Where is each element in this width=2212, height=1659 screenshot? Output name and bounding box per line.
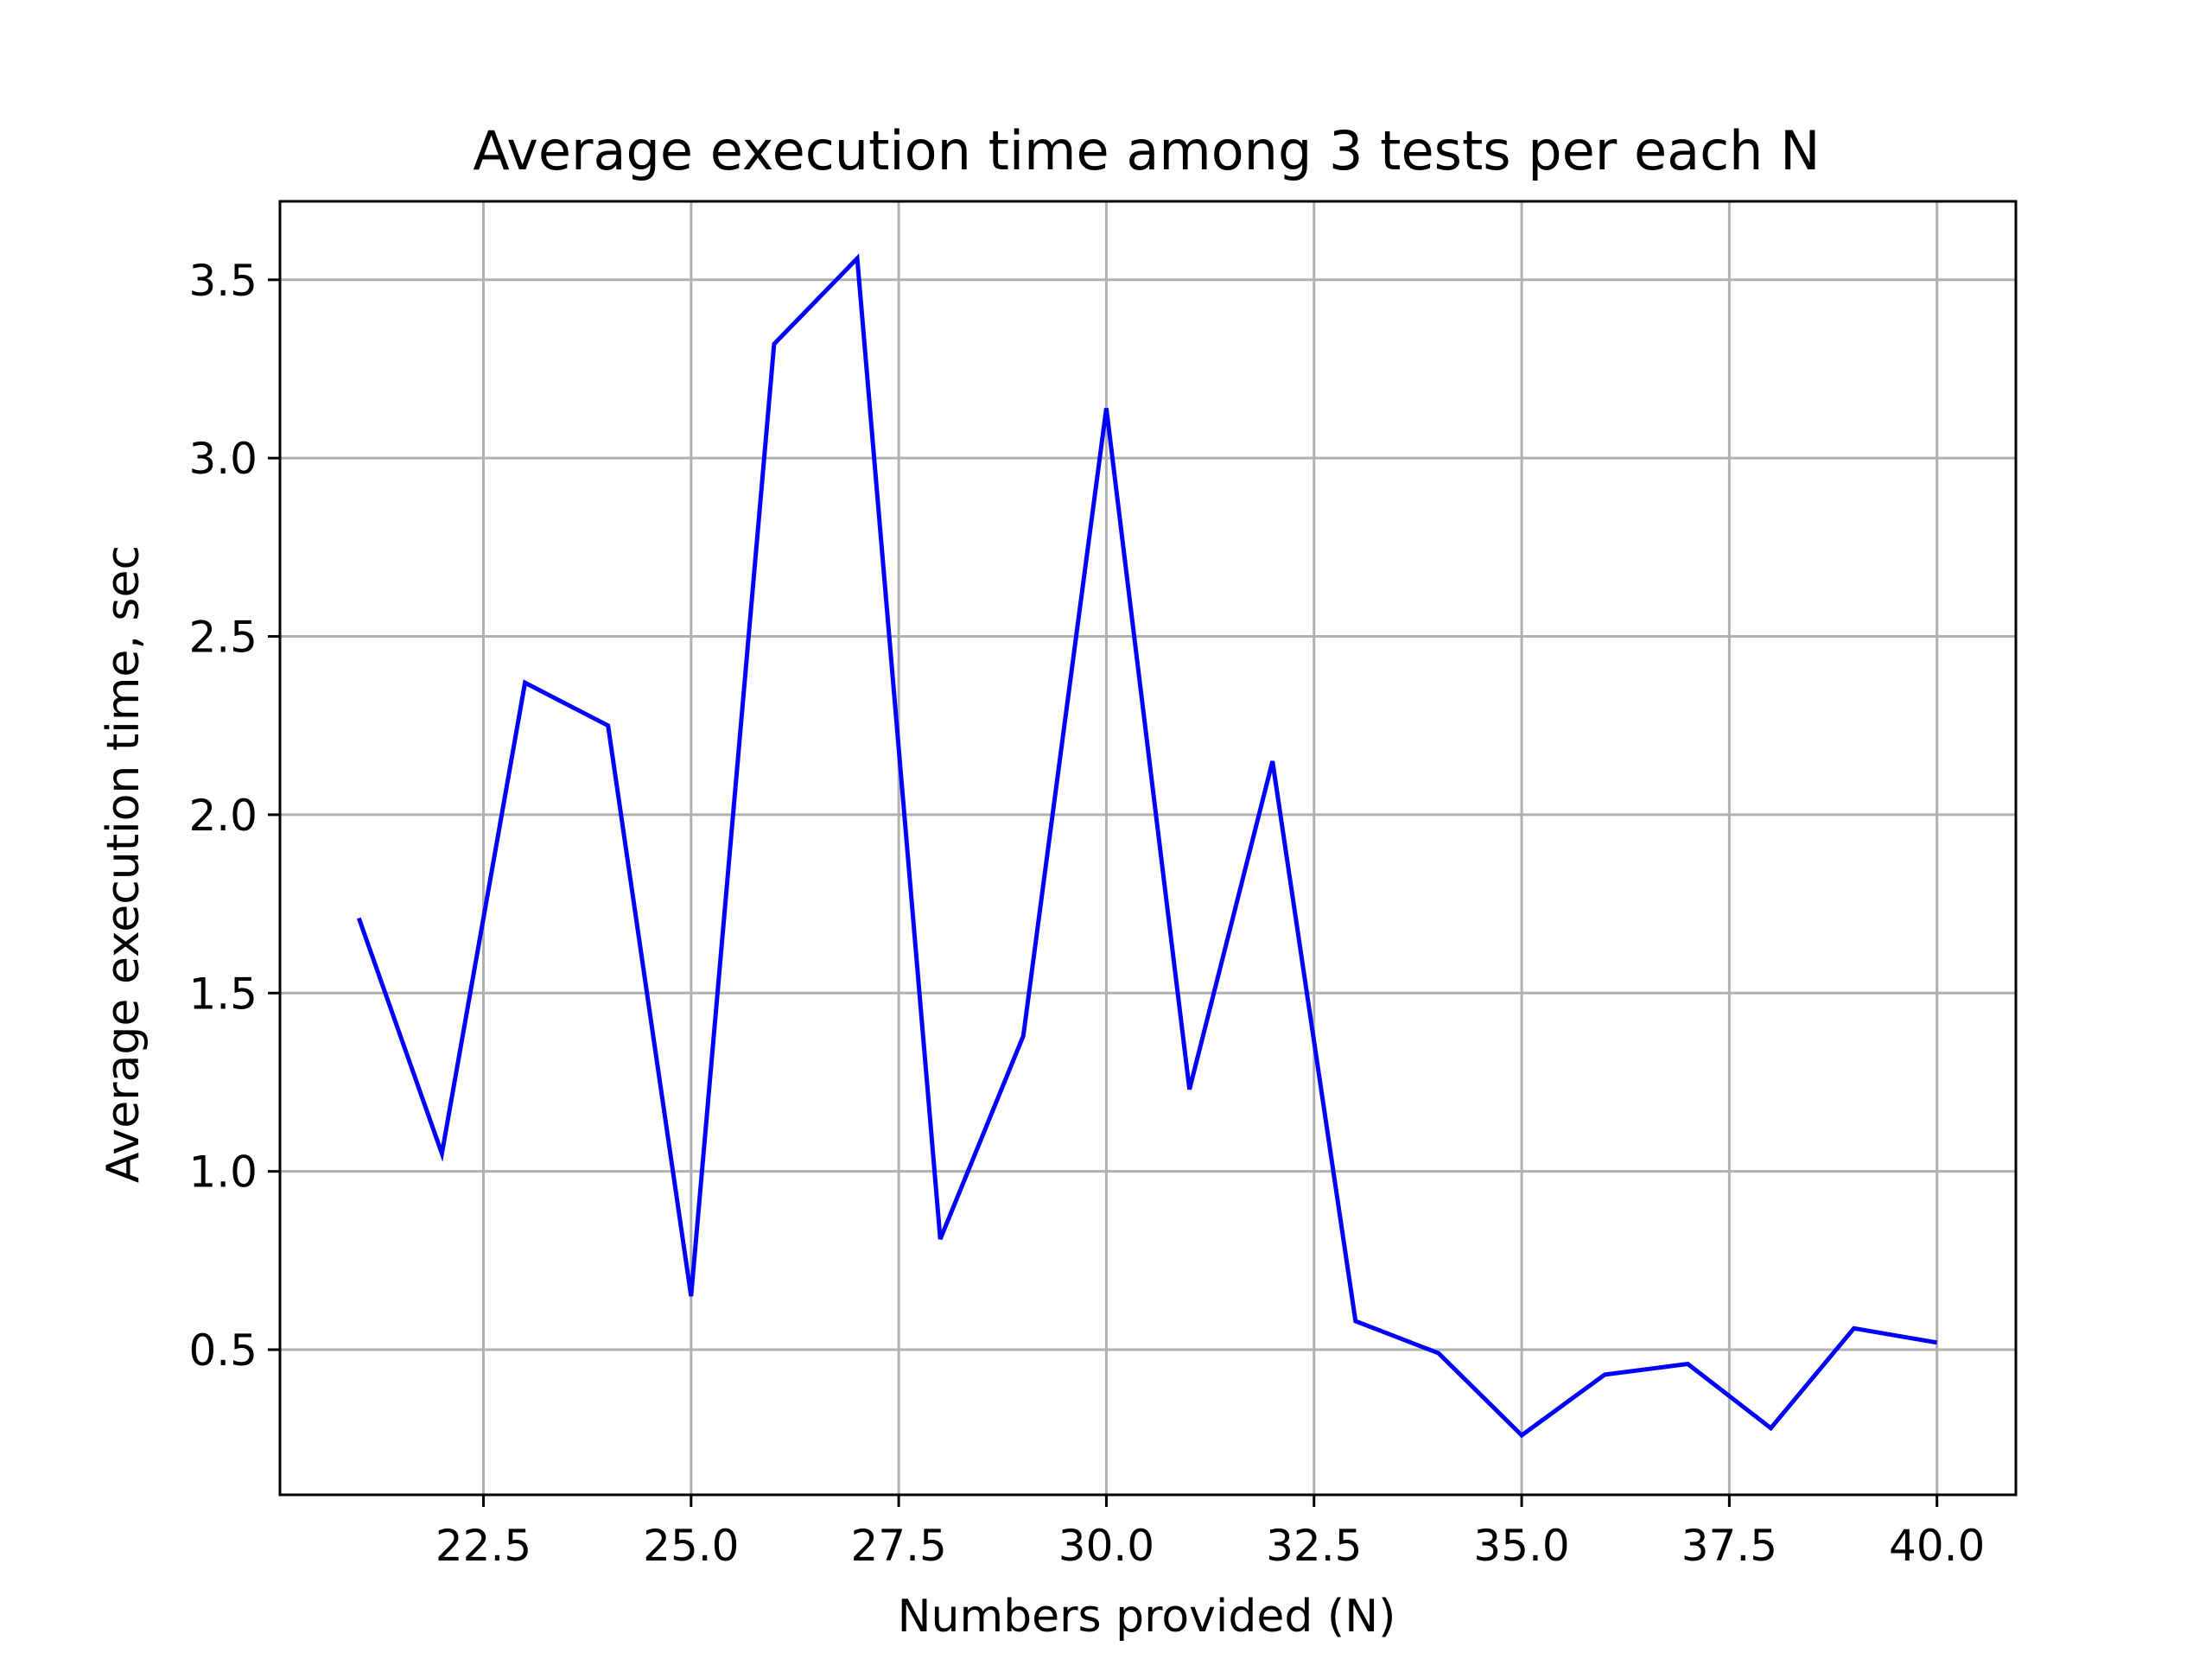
series-line xyxy=(356,253,1938,1439)
x-tick-label: 37.5 xyxy=(1681,1521,1777,1571)
chart-title: Average execution time among 3 tests per… xyxy=(473,119,1820,182)
x-tick-label: 27.5 xyxy=(850,1521,946,1571)
x-tick-label: 22.5 xyxy=(435,1521,531,1571)
y-tick-label: 3.0 xyxy=(188,434,257,484)
x-tick-label: 25.0 xyxy=(643,1521,739,1571)
y-tick-label: 2.0 xyxy=(188,791,257,841)
x-tick-label: 30.0 xyxy=(1058,1521,1154,1571)
y-tick-label: 1.0 xyxy=(188,1147,257,1198)
y-tick-label: 0.5 xyxy=(188,1325,257,1376)
x-tick-label: 32.5 xyxy=(1266,1521,1362,1571)
plot-frame xyxy=(278,200,2018,1497)
series-layer xyxy=(356,253,1938,1439)
y-axis-label: Average execution time, sec xyxy=(98,545,149,1183)
y-tick-label: 1.5 xyxy=(188,969,257,1019)
ticks: 22.5 25.0 27.5 30.0 32.5 35.0 37.5 40.0 0.5 1.0 1.… xyxy=(188,256,1985,1571)
x-tick-label: 40.0 xyxy=(1889,1521,1985,1571)
grid xyxy=(280,201,2016,1495)
y-tick-label: 3.5 xyxy=(188,256,257,306)
x-axis-label: Numbers provided (N) xyxy=(898,1591,1396,1643)
y-tick-label: 2.5 xyxy=(188,613,257,663)
x-tick-label: 35.0 xyxy=(1473,1521,1569,1571)
